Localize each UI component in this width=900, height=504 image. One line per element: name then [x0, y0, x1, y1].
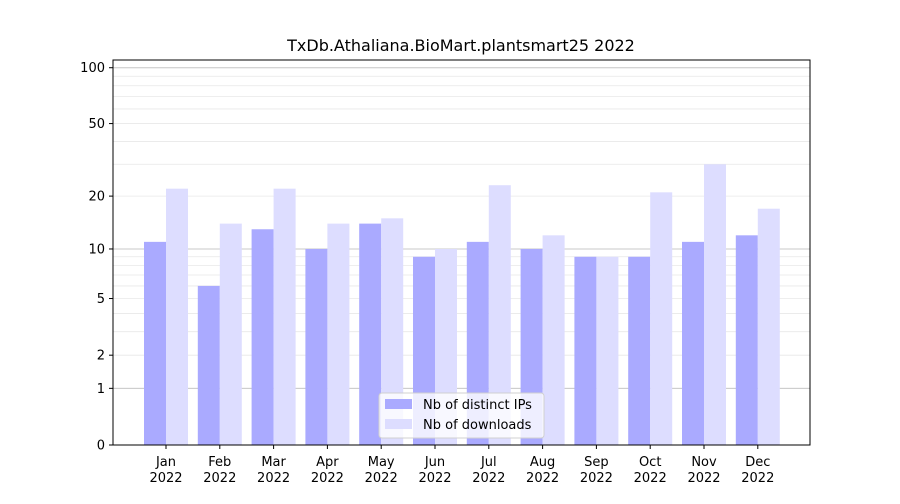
x-tick-label: Sep 2022	[580, 455, 613, 486]
x-tick-label: Mar 2022	[257, 455, 290, 486]
x-tick-label: Feb 2022	[203, 455, 236, 486]
legend: Nb of distinct IPs Nb of downloads	[378, 392, 545, 439]
y-tick-label: 0	[97, 439, 105, 454]
x-tick-label: Nov 2022	[687, 455, 720, 486]
x-tick-label: Apr 2022	[311, 455, 344, 486]
axes-layer: 0 1 2 5 10 20 50 100 Jan 2022 Feb 2022 Mar 2022 Apr 202…	[80, 59, 811, 486]
x-tick-label: Jan 2022	[149, 455, 182, 486]
chart-title: TxDb.Athaliana.BioMart.plantsmart25 2022	[286, 36, 635, 55]
y-tick-label: 50	[88, 117, 105, 132]
bar	[359, 223, 382, 445]
x-tick-label: Aug 2022	[526, 455, 559, 486]
legend-label: Nb of distinct IPs	[423, 398, 532, 413]
bar	[704, 164, 726, 445]
y-tick-label: 10	[88, 242, 105, 257]
y-tick-label: 20	[88, 190, 105, 205]
bar	[735, 235, 758, 445]
bar	[144, 241, 166, 445]
bar	[219, 223, 242, 445]
x-tick-label: May 2022	[365, 455, 398, 486]
legend-swatch	[385, 399, 412, 409]
bar	[650, 192, 673, 445]
x-tick-label: Dec 2022	[741, 455, 774, 486]
bar	[574, 256, 597, 445]
y-tick-label: 1	[97, 382, 105, 397]
x-tick-label: Jul 2022	[472, 455, 505, 486]
y-tick-label: 2	[97, 349, 105, 364]
x-tick-label: Jun 2022	[418, 455, 451, 486]
plot-frame	[112, 59, 811, 446]
bar	[628, 256, 651, 445]
bar	[251, 229, 274, 445]
y-tick-label: 100	[80, 61, 105, 76]
x-tick-label: Oct 2022	[634, 455, 667, 486]
bar	[757, 208, 780, 445]
legend-box	[378, 392, 545, 439]
bar	[197, 285, 220, 445]
y-tick-label: 5	[97, 292, 105, 307]
legend-label: Nb of downloads	[423, 418, 532, 433]
legend-swatch	[385, 419, 412, 429]
bar	[381, 218, 404, 445]
bar	[682, 241, 704, 445]
bar	[596, 256, 619, 445]
bar	[273, 188, 296, 445]
bar	[542, 235, 565, 445]
bar	[488, 185, 511, 445]
bar	[327, 223, 350, 445]
bar	[166, 188, 188, 445]
bar	[305, 248, 328, 445]
bars-layer	[144, 164, 780, 445]
